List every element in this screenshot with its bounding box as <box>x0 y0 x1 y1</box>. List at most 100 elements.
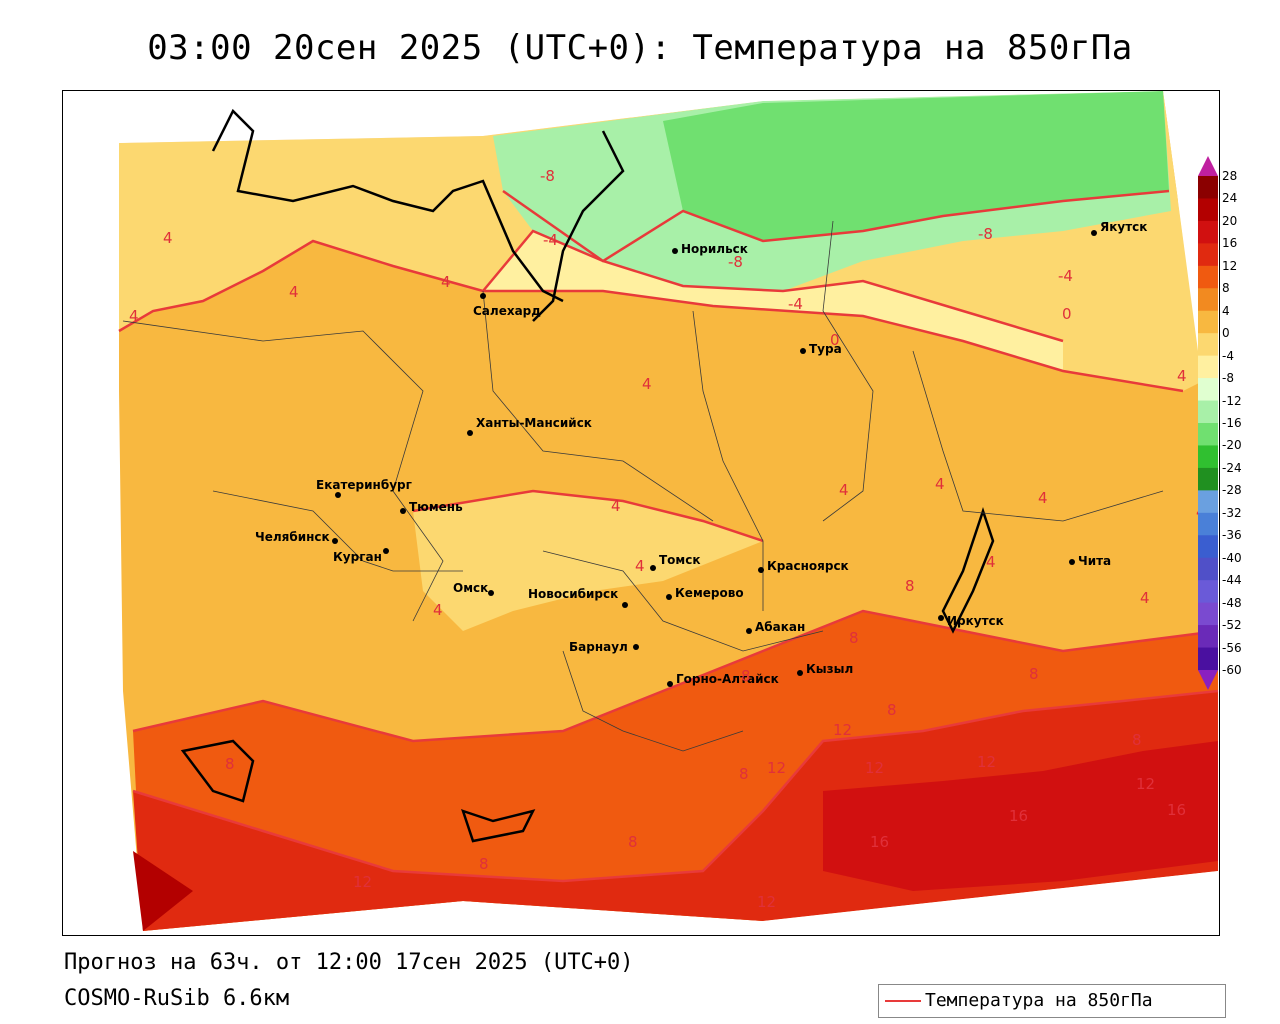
svg-text:Тюмень: Тюмень <box>409 500 463 514</box>
svg-text:Чита: Чита <box>1078 554 1111 568</box>
colorbar-tick-label: -24 <box>1222 460 1242 475</box>
temperature-map: Якутск Норильск Салехард Тура Ханты-Манс… <box>62 90 1220 936</box>
city-tura: Тура <box>800 342 842 356</box>
colorbar-segment <box>1198 557 1218 581</box>
city-kyzyl: Кызыл <box>797 662 853 676</box>
svg-text:Норильск: Норильск <box>681 242 748 256</box>
city-gorno-altaysk: Горно-Алтайск <box>667 672 779 687</box>
map-canvas: Якутск Норильск Салехард Тура Ханты-Манс… <box>63 91 1219 935</box>
city-norilsk: Норильск <box>672 242 748 256</box>
colorbar-tick-label: -8 <box>1222 371 1234 386</box>
svg-text:Екатеринбург: Екатеринбург <box>316 478 412 492</box>
svg-text:8: 8 <box>479 855 489 873</box>
colorbar-tick-label: -16 <box>1222 416 1242 430</box>
svg-text:-8: -8 <box>728 253 743 271</box>
colorbar-tick-label: -32 <box>1222 505 1242 520</box>
svg-text:-4: -4 <box>788 295 803 313</box>
colorbar-bottom-arrow <box>1198 670 1218 690</box>
svg-text:4: 4 <box>986 553 996 571</box>
colorbar-segment <box>1198 220 1218 244</box>
colorbar-segment <box>1198 378 1218 402</box>
svg-text:Кызыл: Кызыл <box>806 662 853 676</box>
city-chita: Чита <box>1069 554 1111 568</box>
svg-text:-4: -4 <box>543 231 558 249</box>
svg-text:12: 12 <box>1136 775 1155 793</box>
colorbar-tick-label: 4 <box>1222 303 1230 318</box>
city-chelyabinsk: Челябинск <box>255 530 338 544</box>
city-kurgan: Курган <box>333 548 389 564</box>
svg-text:4: 4 <box>642 375 652 393</box>
temp-zone-20plus <box>133 851 193 931</box>
svg-text:8: 8 <box>887 701 897 719</box>
colorbar-tick-label: -40 <box>1222 550 1242 565</box>
colorbar-tick-label: 0 <box>1222 326 1230 341</box>
svg-text:Красноярск: Красноярск <box>767 559 849 573</box>
colorbar-tick-label: 24 <box>1222 191 1238 206</box>
colorbar-segment <box>1198 423 1218 446</box>
city-irkutsk: Иркутск <box>938 614 1004 628</box>
svg-text:Курган: Курган <box>333 550 382 564</box>
svg-text:8: 8 <box>1029 665 1039 683</box>
svg-text:0: 0 <box>830 331 840 349</box>
svg-text:12: 12 <box>865 759 884 777</box>
colorbar-tick-label: -52 <box>1222 618 1242 633</box>
colorbar-segment <box>1198 243 1218 267</box>
colorbar-segment <box>1198 355 1218 379</box>
city-omsk: Омск <box>453 581 494 596</box>
svg-text:12: 12 <box>977 753 996 771</box>
svg-text:Кемерово: Кемерово <box>675 586 744 600</box>
city-salekhard: Салехард <box>473 293 541 318</box>
svg-text:4: 4 <box>129 307 139 325</box>
colorbar-tick-label: -60 <box>1222 663 1242 677</box>
svg-text:Новосибирск: Новосибирск <box>528 587 618 601</box>
svg-text:Салехард: Салехард <box>473 304 541 318</box>
colorbar-segment <box>1198 288 1218 312</box>
svg-text:Томск: Томск <box>659 553 701 567</box>
colorbar-segment <box>1198 176 1218 199</box>
colorbar-top-arrow <box>1198 156 1218 176</box>
city-ekaterinburg: Екатеринбург <box>316 478 412 498</box>
model-info: COSMO-RuSib 6.6км <box>64 986 290 1011</box>
svg-text:4: 4 <box>289 283 299 301</box>
city-yakutsk: Якутск <box>1091 220 1147 236</box>
svg-text:Ханты-Мансийск: Ханты-Мансийск <box>476 416 592 430</box>
forecast-info: Прогноз на 63ч. от 12:00 17сен 2025 (UTC… <box>64 950 634 975</box>
colorbar-segment <box>1198 333 1218 357</box>
temp-zone-minus0-4 <box>483 231 1063 371</box>
legend-line-swatch <box>885 1000 921 1002</box>
colorbar-tick-label: 28 <box>1222 169 1238 183</box>
coastlines <box>180 108 995 843</box>
svg-text:4: 4 <box>1140 589 1150 607</box>
svg-text:8: 8 <box>741 667 751 685</box>
colorbar-segment <box>1198 265 1218 289</box>
colorbar-segment <box>1198 580 1218 604</box>
svg-text:8: 8 <box>905 577 915 595</box>
colorbar-segment <box>1198 535 1218 559</box>
colorbar-tick-label: -56 <box>1222 640 1242 655</box>
svg-text:4: 4 <box>839 481 849 499</box>
isoline-labels: -8 -4 -8 -8 -4 -4 0 0 4 4 4 4 4 4 4 4 4 … <box>129 167 1206 911</box>
temp-zone-16-20 <box>823 741 1218 891</box>
colorbar-tick-label: 20 <box>1222 213 1238 228</box>
svg-text:4: 4 <box>433 601 443 619</box>
colorbar-tick-label: 8 <box>1222 281 1230 296</box>
colorbar-segment <box>1198 490 1218 514</box>
colorbar-segment <box>1198 602 1218 626</box>
colorbar-tick-label: -20 <box>1222 438 1242 453</box>
svg-text:8: 8 <box>739 765 749 783</box>
svg-text:4: 4 <box>1177 367 1187 385</box>
svg-text:12: 12 <box>353 873 372 891</box>
city-khanty-mansiysk: Ханты-Мансийск <box>467 416 592 436</box>
legend: Температура на 850гПа <box>878 984 1226 1018</box>
svg-text:-8: -8 <box>978 225 993 243</box>
colorbar-segment <box>1198 198 1218 222</box>
colorbar-segment <box>1198 400 1218 424</box>
city-barnaul: Барнаул <box>569 640 639 654</box>
svg-text:Тура: Тура <box>809 342 842 356</box>
city-krasnoyarsk: Красноярск <box>758 559 849 573</box>
svg-text:Иркутск: Иркутск <box>947 614 1004 628</box>
city-tyumen: Тюмень <box>400 500 463 514</box>
colorbar-segment <box>1198 647 1218 671</box>
svg-text:4: 4 <box>163 229 173 247</box>
svg-text:12: 12 <box>757 893 776 911</box>
